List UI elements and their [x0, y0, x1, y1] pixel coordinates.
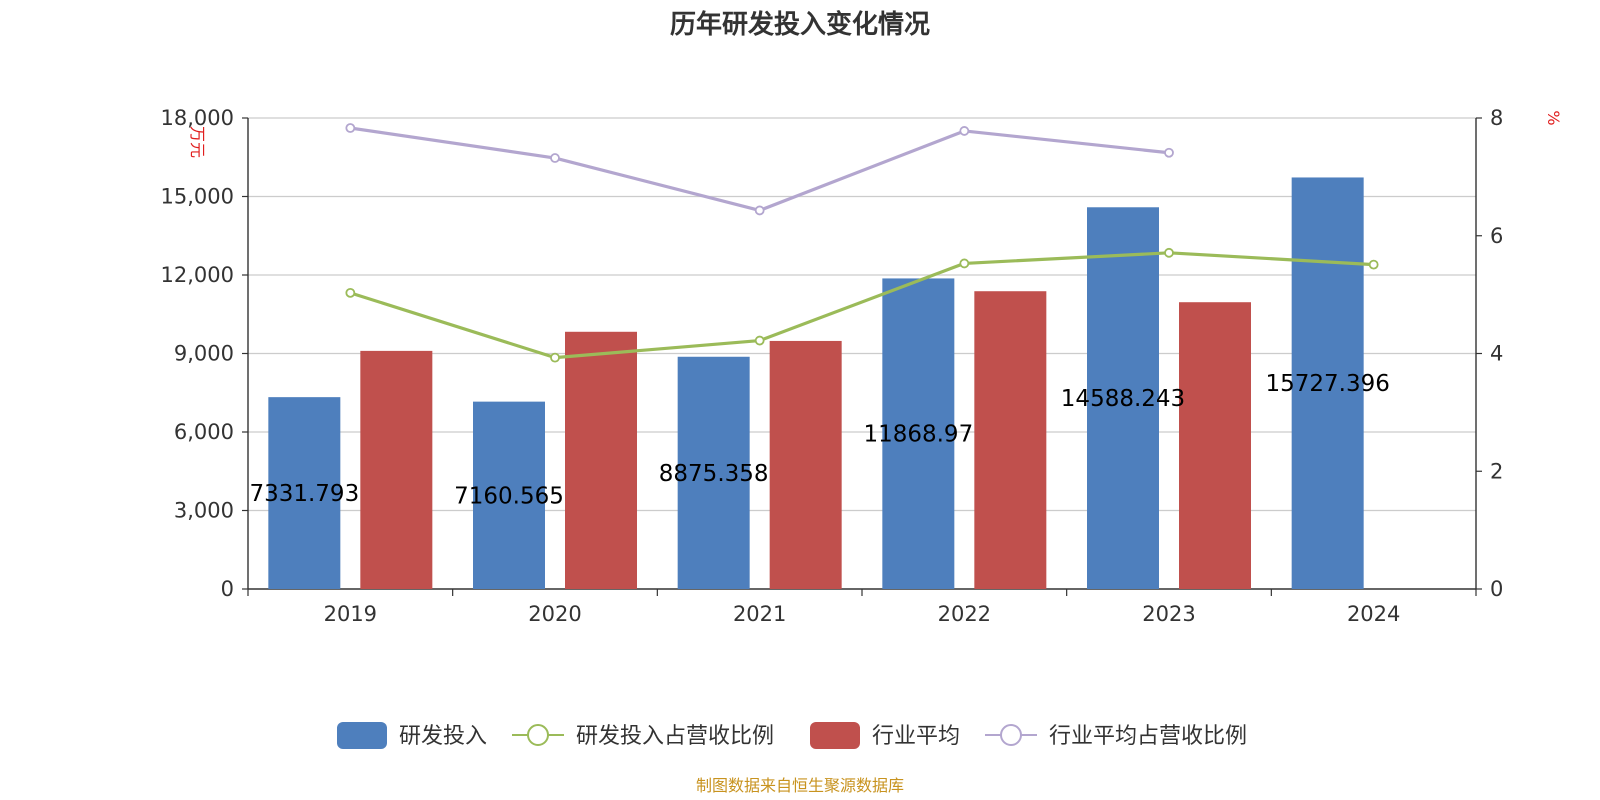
right-tick-label: 2 — [1490, 459, 1503, 483]
bar-data-label: 14588.243 — [1061, 386, 1185, 412]
line-point — [345, 287, 356, 298]
line-point — [754, 335, 765, 346]
line-point — [1164, 247, 1174, 258]
axes: 0 3,000 6,000 9,000 12,000 15,000 18,000 0 2 4 6 8 2… — [161, 106, 1504, 626]
chart-title: 历年研发投入变化情况 — [670, 9, 930, 40]
right-tick-label: 0 — [1490, 577, 1503, 601]
left-tick-label: 15,000 — [161, 185, 234, 209]
x-tick-label: 2022 — [938, 602, 991, 626]
grid-lines — [248, 117, 1476, 512]
line-point — [550, 352, 560, 363]
line-industry-ratio — [350, 126, 1170, 213]
x-tick-label: 2021 — [733, 602, 786, 626]
legend-item[interactable]: 研发投入 — [337, 722, 487, 749]
right-tick-label: 6 — [1490, 224, 1503, 248]
bar-industry-average — [360, 350, 433, 589]
legend-swatch — [337, 722, 387, 749]
left-axis-unit: 万元 — [188, 126, 207, 158]
line-point — [1368, 259, 1379, 270]
bar-industry-average — [769, 340, 842, 589]
bar-industry-average — [1179, 302, 1251, 589]
line-point — [754, 205, 765, 216]
bar-rd-investment — [268, 397, 341, 589]
legend-item[interactable]: 行业平均占营收比例 — [985, 724, 1247, 749]
bar-data-label: 8875.358 — [659, 461, 769, 487]
right-axis-unit: % — [1544, 110, 1563, 125]
legend-item[interactable]: 研发投入占营收比例 — [512, 724, 774, 749]
line-point — [959, 126, 970, 136]
legend-item[interactable]: 行业平均 — [810, 722, 960, 749]
legend-label: 研发投入占营收比例 — [576, 724, 774, 749]
lines — [345, 123, 1379, 363]
data-labels: 7331.793 7160.565 8875.358 11868.97 14588.24… — [249, 371, 1389, 509]
legend-swatch-marker — [527, 724, 549, 746]
x-tick-label: 2020 — [528, 602, 581, 626]
x-tick-label: 2019 — [324, 602, 377, 626]
legend-swatch-marker — [1000, 724, 1022, 746]
bar-rd-investment — [1087, 207, 1159, 590]
source-note: 制图数据来自恒生聚源数据库 — [696, 776, 904, 795]
line-point — [345, 123, 356, 133]
bars — [268, 177, 1364, 590]
line-point — [1164, 147, 1174, 158]
left-tick-label: 3,000 — [174, 499, 234, 523]
x-tick-label: 2024 — [1347, 602, 1400, 626]
line-point — [959, 258, 970, 269]
bar-industry-average — [565, 331, 637, 589]
left-tick-label: 6,000 — [174, 420, 234, 444]
line-rd-ratio — [349, 251, 1374, 360]
bar-industry-average — [974, 291, 1047, 589]
left-tick-label: 12,000 — [161, 263, 234, 287]
bar-rd-investment — [882, 278, 955, 589]
legend-swatch — [810, 722, 860, 749]
right-tick-label: 4 — [1490, 342, 1503, 366]
bar-data-label: 11868.97 — [863, 422, 973, 448]
left-tick-label: 0 — [221, 577, 234, 601]
bar-data-label: 7331.793 — [249, 481, 359, 507]
legend-label: 研发投入 — [399, 724, 487, 749]
line-point — [550, 153, 560, 163]
bar-rd-investment — [677, 356, 750, 589]
bar-rd-investment — [473, 401, 545, 589]
legend-label: 行业平均占营收比例 — [1049, 724, 1247, 749]
x-tick-label: 2023 — [1142, 602, 1195, 626]
bar-data-label: 15727.396 — [1265, 371, 1389, 397]
legend-label: 行业平均 — [872, 724, 960, 749]
legend: 研发投入 研发投入占营收比例 行业平均 行业平均占营收比例 — [337, 722, 1247, 749]
right-tick-label: 8 — [1490, 106, 1503, 130]
bar-data-label: 7160.565 — [454, 483, 564, 509]
left-tick-label: 18,000 — [161, 106, 234, 130]
bar-rd-investment — [1291, 177, 1364, 589]
left-tick-label: 9,000 — [174, 342, 234, 366]
